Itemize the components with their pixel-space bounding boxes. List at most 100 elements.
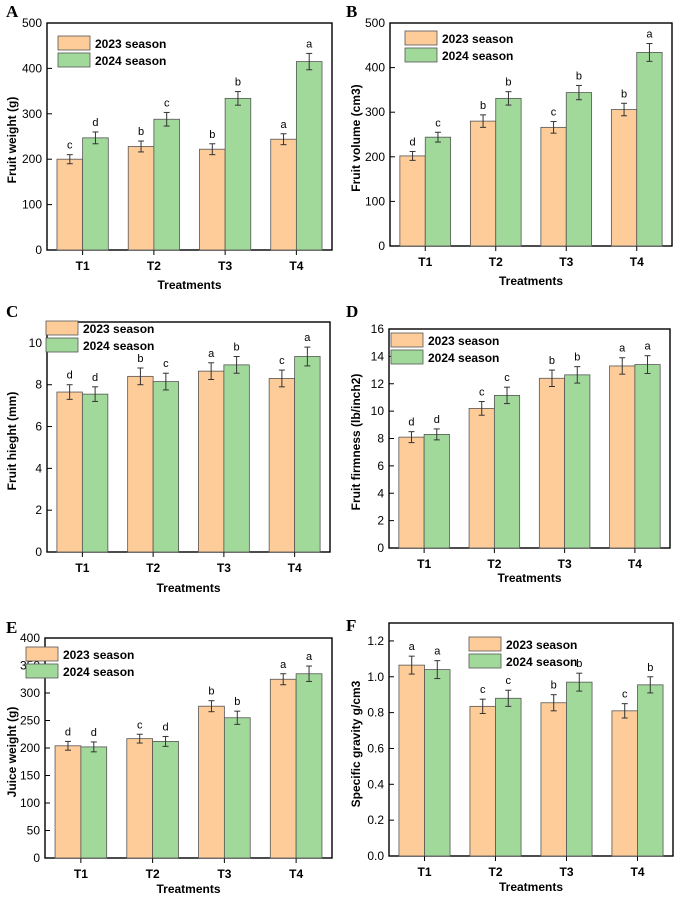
- bar-2024-t1: [81, 393, 109, 553]
- y-tick-label: 4: [35, 461, 42, 475]
- y-tick-label: 100: [20, 796, 40, 810]
- x-tick-label: T1: [76, 259, 90, 273]
- significance-letter: a: [306, 651, 313, 663]
- x-tick-label: T3: [559, 865, 573, 879]
- significance-letter: c: [164, 97, 170, 109]
- significance-letter: a: [644, 341, 651, 353]
- x-tick-label: T3: [217, 867, 231, 881]
- significance-letter: d: [67, 370, 73, 382]
- x-tick-label: T4: [288, 561, 302, 575]
- x-tick-label: T3: [217, 561, 231, 575]
- bar-2024-t3: [224, 97, 252, 251]
- significance-letter: a: [434, 646, 441, 658]
- x-axis-label: Treatments: [157, 278, 221, 292]
- chart-panel-d: D 0 2 4 6 8 10 12 14 16 Fruit firmness (lb/inch2) T…: [346, 302, 671, 585]
- bar-2023-t3: [540, 126, 567, 247]
- significance-letter: b: [576, 658, 582, 670]
- legend-swatch-2024: [45, 337, 79, 353]
- y-tick-label: 100: [365, 194, 385, 208]
- y-tick-label: 500: [22, 16, 42, 30]
- y-tick-label: 14: [371, 349, 385, 363]
- significance-letter: c: [504, 372, 510, 384]
- legend-label: 2024 season: [428, 351, 499, 365]
- bar-2023-t1: [399, 155, 426, 247]
- legend-swatch-2024: [390, 349, 424, 365]
- y-tick-label: 50: [27, 824, 41, 838]
- y-tick-label: 4: [377, 486, 384, 500]
- bar-2024-t3: [565, 92, 593, 247]
- y-tick-label: 6: [35, 420, 42, 434]
- chart-panel-f: F 0.0 0.2 0.4 0.6 0.8 1.0 1.2 Specific gravity g…: [346, 616, 674, 894]
- legend: 2023 season 2024 season: [468, 636, 577, 669]
- y-axis-label: Juice weight (g): [5, 707, 19, 798]
- y-tick-label: 500: [365, 16, 385, 30]
- significance-letter: d: [408, 417, 414, 429]
- plot-frame: [46, 321, 331, 553]
- bar-2023-t4: [269, 678, 297, 859]
- bar-2024-t2: [495, 697, 522, 857]
- bar-2024-t2: [152, 741, 179, 859]
- significance-letter: d: [92, 372, 98, 384]
- bar-2023-t2: [469, 705, 496, 857]
- x-axis-label: Treatments: [497, 571, 561, 585]
- y-tick-label: 250: [20, 714, 40, 728]
- x-tick-label: T1: [417, 557, 431, 571]
- bar-2024-t4: [294, 356, 321, 553]
- bar-2023-t4: [268, 378, 296, 553]
- legend-swatch-2023: [468, 636, 502, 652]
- y-axis-label: Specific gravity g/cm3: [349, 680, 363, 807]
- x-tick-label: T2: [487, 557, 501, 571]
- bar-2024-t1: [80, 746, 108, 859]
- y-tick-label: 400: [20, 631, 40, 645]
- x-axis-label: Treatments: [156, 882, 220, 896]
- bar-2023-t2: [126, 738, 154, 859]
- x-tick-label: T1: [74, 867, 88, 881]
- bar-2024-t3: [223, 364, 250, 553]
- bar-2023-t3: [538, 377, 566, 549]
- chart-panel-c: C 0 2 4 6 8 10 Fruit hieght (mm) T1 d d T2 b c T3 a b T4 c…: [5, 302, 331, 595]
- bar-2023-t1: [54, 745, 82, 859]
- significance-letter: c: [506, 675, 512, 687]
- significance-letter: c: [163, 358, 169, 370]
- significance-letter: b: [234, 696, 240, 708]
- x-axis-label: Treatments: [156, 581, 220, 595]
- significance-letter: b: [137, 353, 143, 365]
- significance-letter: b: [235, 77, 241, 89]
- legend-swatch-2024: [57, 52, 91, 68]
- y-tick-label: 200: [20, 741, 40, 755]
- x-tick-label: T2: [488, 865, 502, 879]
- significance-letter: a: [208, 348, 215, 360]
- bar-2024-t1: [424, 669, 451, 857]
- y-tick-label: 0.0: [367, 849, 384, 863]
- y-tick-label: 300: [365, 105, 385, 119]
- bar-2024-t3: [564, 374, 591, 549]
- y-tick-label: 0.4: [367, 777, 384, 791]
- significance-letter: b: [138, 126, 144, 138]
- legend-label: 2024 season: [442, 49, 513, 63]
- legend-swatch-2024: [468, 653, 502, 669]
- legend: 2023 season 2024 season: [390, 332, 499, 365]
- bar-2024-t4: [295, 61, 323, 251]
- significance-letter: b: [647, 662, 653, 674]
- significance-letter: c: [479, 387, 485, 399]
- significance-letter: a: [280, 659, 287, 671]
- significance-letter: d: [162, 721, 168, 733]
- legend-label: 2024 season: [95, 54, 166, 68]
- bar-2024-t4: [637, 684, 664, 857]
- bar-2023-t2: [468, 407, 495, 549]
- significance-letter: a: [304, 332, 311, 344]
- chart-panel-b: B 0 100 200 300 400 500 Fruit volume (cm3) T1 d c T…: [346, 2, 673, 288]
- x-tick-label: T1: [75, 561, 89, 575]
- y-tick-label: 200: [365, 150, 385, 164]
- plot-frame: [389, 22, 673, 247]
- y-tick-label: 2: [35, 503, 42, 517]
- y-tick-label: 0: [377, 541, 384, 555]
- y-axis-label: Fruit weight (g): [5, 97, 19, 184]
- significance-letter: a: [409, 641, 416, 653]
- x-axis-label: Treatments: [499, 880, 563, 894]
- legend-swatch-2024: [25, 663, 59, 679]
- bar-2023-t1: [56, 158, 84, 251]
- bar-2024-t1: [423, 433, 450, 549]
- legend-swatch-2023: [25, 646, 59, 662]
